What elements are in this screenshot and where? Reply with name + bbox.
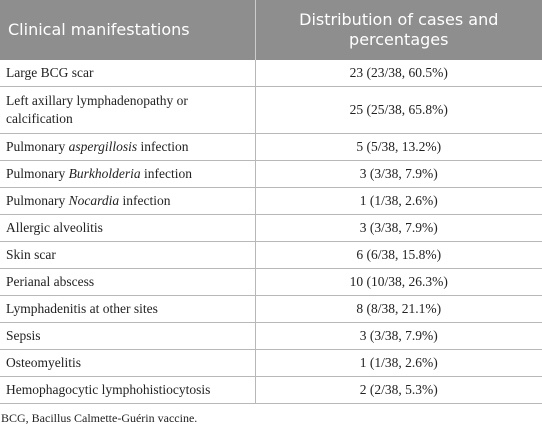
table-row: Skin scar 6 (6/38, 15.8%) [0, 241, 542, 269]
table-row: Sepsis 3 (3/38, 7.9%) [0, 322, 542, 350]
text-segment: Sepsis [6, 328, 41, 343]
manifestation-cell: Lymphadenitis at other sites [0, 295, 255, 323]
text-segment: infection [137, 139, 189, 154]
table-row: Osteomyelitis 1 (1/38, 2.6%) [0, 349, 542, 377]
table-row: Pulmonary Burkholderia infection 3 (3/38,… [0, 160, 542, 188]
table-body: Large BCG scar 23 (23/38, 60.5%) Left axil… [0, 60, 542, 404]
distribution-cell: 10 (10/38, 26.3%) [254, 268, 542, 296]
table-row: Perianal abscess 10 (10/38, 26.3%) [0, 268, 542, 296]
table-row: Lymphadenitis at other sites 8 (8/38, 21.… [0, 295, 542, 323]
distribution-cell: 5 (5/38, 13.2%) [254, 133, 542, 161]
distribution-cell: 23 (23/38, 60.5%) [254, 60, 542, 87]
text-segment: infection [119, 193, 171, 208]
table-row: Pulmonary aspergillosis infection 5 (5/38… [0, 133, 542, 161]
manifestation-cell: Allergic alveolitis [0, 214, 255, 242]
manifestation-cell: Perianal abscess [0, 268, 255, 296]
text-segment: Pulmonary [6, 193, 69, 208]
data-table: Clinical manifestations Distribution of … [0, 0, 542, 404]
distribution-cell: 1 (1/38, 2.6%) [254, 349, 542, 377]
manifestation-cell: Sepsis [0, 322, 255, 350]
text-segment: Nocardia [68, 193, 120, 208]
text-segment: Allergic alveolitis [6, 220, 103, 235]
text-segment: Pulmonary [6, 139, 69, 154]
manifestation-cell: Hemophagocytic lymphohistiocytosis [0, 376, 255, 404]
distribution-cell: 2 (2/38, 5.3%) [254, 376, 542, 404]
manifestation-cell: Pulmonary Burkholderia infection [0, 160, 255, 188]
text-segment: Lymphadenitis at other sites [6, 301, 158, 316]
distribution-cell: 25 (25/38, 65.8%) [254, 86, 542, 134]
table-row: Left axillary lymphadenopathy or calcifi… [0, 86, 542, 134]
text-segment: Osteomyelitis [6, 355, 81, 370]
distribution-cell: 8 (8/38, 21.1%) [254, 295, 542, 323]
manifestation-cell: Left axillary lymphadenopathy or calcifi… [0, 86, 255, 134]
text-segment: Perianal abscess [6, 274, 95, 289]
table-row: Allergic alveolitis 3 (3/38, 7.9%) [0, 214, 542, 242]
text-segment: Burkholderia [68, 166, 141, 181]
distribution-cell: 6 (6/38, 15.8%) [254, 241, 542, 269]
table-row: Hemophagocytic lymphohistiocytosis 2 (2/3… [0, 376, 542, 404]
table-row: Pulmonary Nocardia infection 1 (1/38, 2.6… [0, 187, 542, 215]
distribution-cell: 3 (3/38, 7.9%) [254, 160, 542, 188]
distribution-cell: 1 (1/38, 2.6%) [254, 187, 542, 215]
text-segment: aspergillosis [68, 139, 138, 154]
manifestation-cell: Pulmonary aspergillosis infection [0, 133, 255, 161]
text-segment: Large BCG scar [6, 65, 94, 80]
text-segment: Left axillary lymphadenopathy or calcifi… [6, 93, 188, 126]
manifestation-cell: Skin scar [0, 241, 255, 269]
manifestation-cell: Osteomyelitis [0, 349, 255, 377]
header-cell: Distribution of cases and percentages [254, 0, 542, 60]
manifestation-cell: Pulmonary Nocardia infection [0, 187, 255, 215]
text-segment: Pulmonary [6, 166, 69, 181]
footnote: BCG, Bacillus Calmette-Guérin vaccine. [1, 411, 198, 425]
table-row: Large BCG scar 23 (23/38, 60.5%) [0, 60, 542, 87]
text-segment: infection [140, 166, 192, 181]
distribution-cell: 3 (3/38, 7.9%) [254, 214, 542, 242]
header-row: Clinical manifestations Distribution of … [0, 0, 542, 60]
manifestation-cell: Large BCG scar [0, 60, 255, 87]
header-cell: Clinical manifestations [0, 0, 255, 60]
text-segment: Skin scar [6, 247, 56, 262]
distribution-cell: 3 (3/38, 7.9%) [254, 322, 542, 350]
text-segment: Hemophagocytic lymphohistiocytosis [6, 382, 211, 397]
